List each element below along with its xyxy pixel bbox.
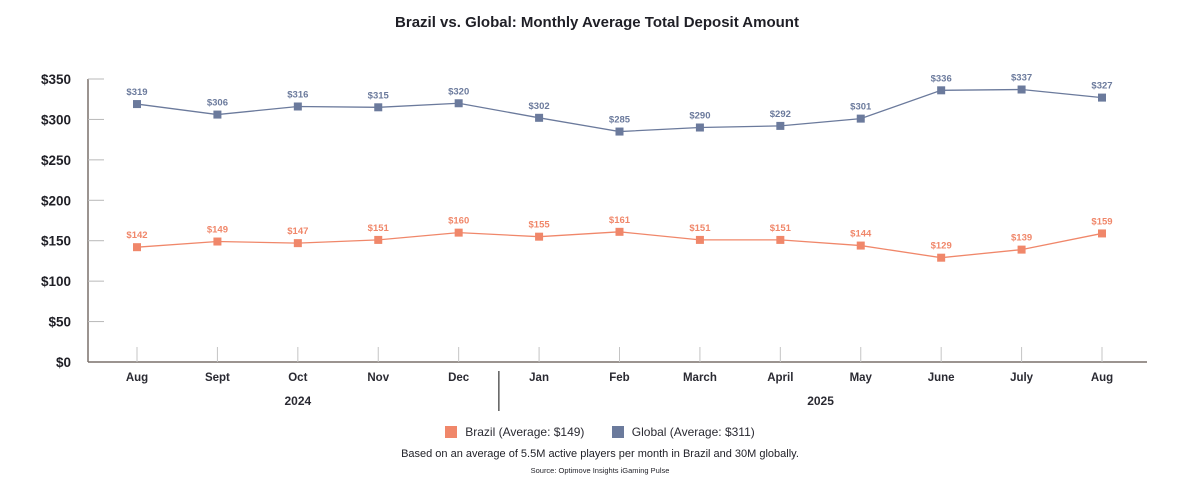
data-label: $292: [770, 109, 791, 120]
data-point-marker: [856, 241, 865, 250]
data-point-marker: [937, 253, 946, 262]
data-label: $320: [448, 86, 469, 97]
data-label: $149: [207, 225, 228, 236]
data-label: $160: [448, 216, 469, 227]
data-point-marker: [213, 237, 222, 246]
data-label: $302: [529, 101, 550, 112]
data-label: $142: [126, 230, 147, 241]
data-point-marker: [374, 235, 383, 244]
data-point-marker: [615, 227, 624, 236]
y-tick-label: $300: [41, 112, 71, 127]
x-tick-label: Oct: [288, 372, 307, 384]
chart-title: Brazil vs. Global: Monthly Average Total…: [395, 14, 799, 31]
data-label: $155: [529, 220, 551, 231]
x-tick-label: Dec: [448, 372, 470, 384]
x-tick-label: Aug: [126, 372, 148, 384]
data-label: $336: [931, 73, 952, 84]
data-point-marker: [695, 123, 704, 132]
y-tick-label: $100: [41, 274, 71, 289]
y-tick-label: $200: [41, 193, 71, 208]
x-tick-label: June: [928, 372, 955, 384]
x-tick-label: Feb: [609, 372, 629, 384]
legend-swatch-global: [611, 426, 624, 438]
legend-swatch-brazil: [445, 426, 458, 438]
data-point-marker: [133, 100, 141, 109]
data-label: $290: [689, 111, 710, 122]
data-point-marker: [374, 103, 383, 112]
data-point-marker: [695, 235, 704, 244]
data-point-marker: [293, 239, 302, 248]
data-label: $151: [770, 223, 792, 234]
data-point-marker: [293, 102, 302, 111]
data-label: $139: [1011, 233, 1032, 244]
data-label: $159: [1091, 216, 1112, 227]
series-layer: $142 $149 $147 $151 $160 $155 $161 $151 $151 $144…: [126, 73, 1113, 262]
data-point-marker: [1017, 245, 1026, 254]
legend-item-brazil: Brazil (Average: $149): [445, 425, 584, 439]
data-point-marker: [213, 110, 222, 119]
y-tick-label: $50: [48, 315, 71, 330]
data-label: $315: [368, 90, 390, 101]
footnote: Based on an average of 5.5M active playe…: [401, 448, 799, 460]
data-label: $316: [287, 89, 308, 100]
x-tick-label: Nov: [367, 372, 389, 384]
year-label: 2024: [284, 394, 311, 408]
data-point-marker: [535, 113, 544, 122]
data-label: $301: [850, 102, 872, 113]
data-point-marker: [1098, 93, 1106, 102]
data-label: $285: [609, 115, 631, 126]
legend-label-brazil: Brazil (Average: $149): [465, 425, 585, 439]
data-point-marker: [133, 243, 141, 252]
data-point-marker: [454, 99, 463, 108]
data-point-marker: [776, 121, 785, 130]
y-tick-label: $150: [41, 234, 71, 249]
data-label: $337: [1011, 73, 1032, 84]
data-point-marker: [454, 228, 463, 237]
data-label: $129: [931, 241, 952, 252]
data-label: $144: [850, 229, 872, 240]
x-tick-label: Sept: [205, 372, 230, 384]
x-tick-label: July: [1010, 372, 1034, 384]
data-point-marker: [937, 86, 946, 95]
legend: Brazil (Average: $149) Global (Average: …: [0, 425, 1200, 441]
data-label: $306: [207, 98, 228, 109]
data-point-marker: [776, 235, 785, 244]
y-tick-label: $0: [56, 355, 71, 370]
data-label: $319: [126, 87, 147, 98]
x-tick-label: May: [850, 372, 873, 384]
y-tick-label: $250: [41, 153, 71, 168]
legend-label-global: Global (Average: $311): [631, 425, 755, 439]
data-point-marker: [1017, 85, 1026, 94]
data-point-marker: [1098, 229, 1106, 238]
data-label: $327: [1091, 81, 1112, 92]
series-brazil: $142 $149 $147 $151 $160 $155 $161 $151 $151 $144…: [126, 215, 1113, 262]
x-tick-label: Aug: [1091, 372, 1113, 384]
x-tick-label: March: [683, 372, 717, 384]
data-label: $151: [368, 223, 390, 234]
series-global: $319 $306 $316 $315 $320 $302 $285 $290 $292 $301…: [126, 73, 1113, 136]
legend-item-global: Global (Average: $311): [611, 425, 755, 439]
data-point-marker: [856, 114, 865, 123]
data-point-marker: [535, 232, 544, 241]
source-note: Source: Optimove Insights iGaming Pulse: [530, 466, 670, 475]
axes: $0 $50 $100 $150 $200 $250 $300 $350 Aug Sept Oct N…: [41, 72, 1147, 411]
data-label: $147: [287, 226, 308, 237]
x-tick-label: April: [767, 372, 793, 384]
year-label: 2025: [807, 394, 834, 408]
data-label: $151: [689, 223, 711, 234]
x-tick-label: Jan: [529, 372, 549, 384]
y-tick-label: $350: [41, 72, 71, 87]
data-label: $161: [609, 215, 631, 226]
line-chart: Brazil vs. Global: Monthly Average Total…: [41, 14, 1147, 411]
data-point-marker: [615, 127, 624, 136]
